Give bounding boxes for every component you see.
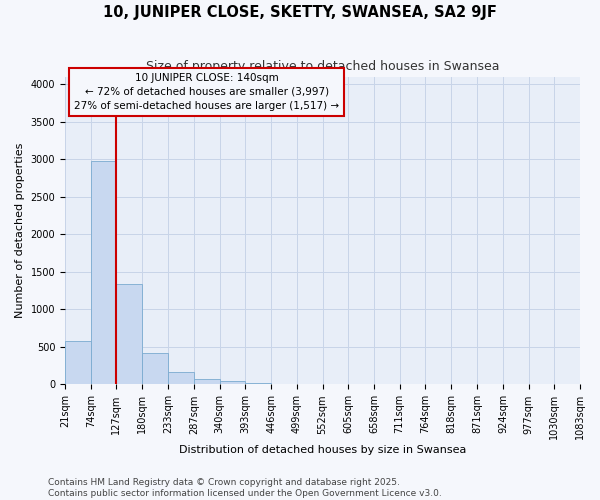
Text: 10 JUNIPER CLOSE: 140sqm
← 72% of detached houses are smaller (3,997)
27% of sem: 10 JUNIPER CLOSE: 140sqm ← 72% of detach… (74, 73, 339, 111)
Y-axis label: Number of detached properties: Number of detached properties (15, 143, 25, 318)
Bar (194, 379, 220, 384)
Bar (168, 372, 194, 384)
Bar (65, 341, 91, 384)
Bar (220, 382, 245, 384)
Bar (91, 161, 116, 384)
Text: Contains HM Land Registry data © Crown copyright and database right 2025.
Contai: Contains HM Land Registry data © Crown c… (48, 478, 442, 498)
Text: 10, JUNIPER CLOSE, SKETTY, SWANSEA, SA2 9JF: 10, JUNIPER CLOSE, SKETTY, SWANSEA, SA2 … (103, 5, 497, 20)
X-axis label: Distribution of detached houses by size in Swansea: Distribution of detached houses by size … (179, 445, 466, 455)
Title: Size of property relative to detached houses in Swansea: Size of property relative to detached ho… (146, 60, 499, 73)
Bar (116, 284, 142, 384)
Bar (142, 353, 168, 384)
